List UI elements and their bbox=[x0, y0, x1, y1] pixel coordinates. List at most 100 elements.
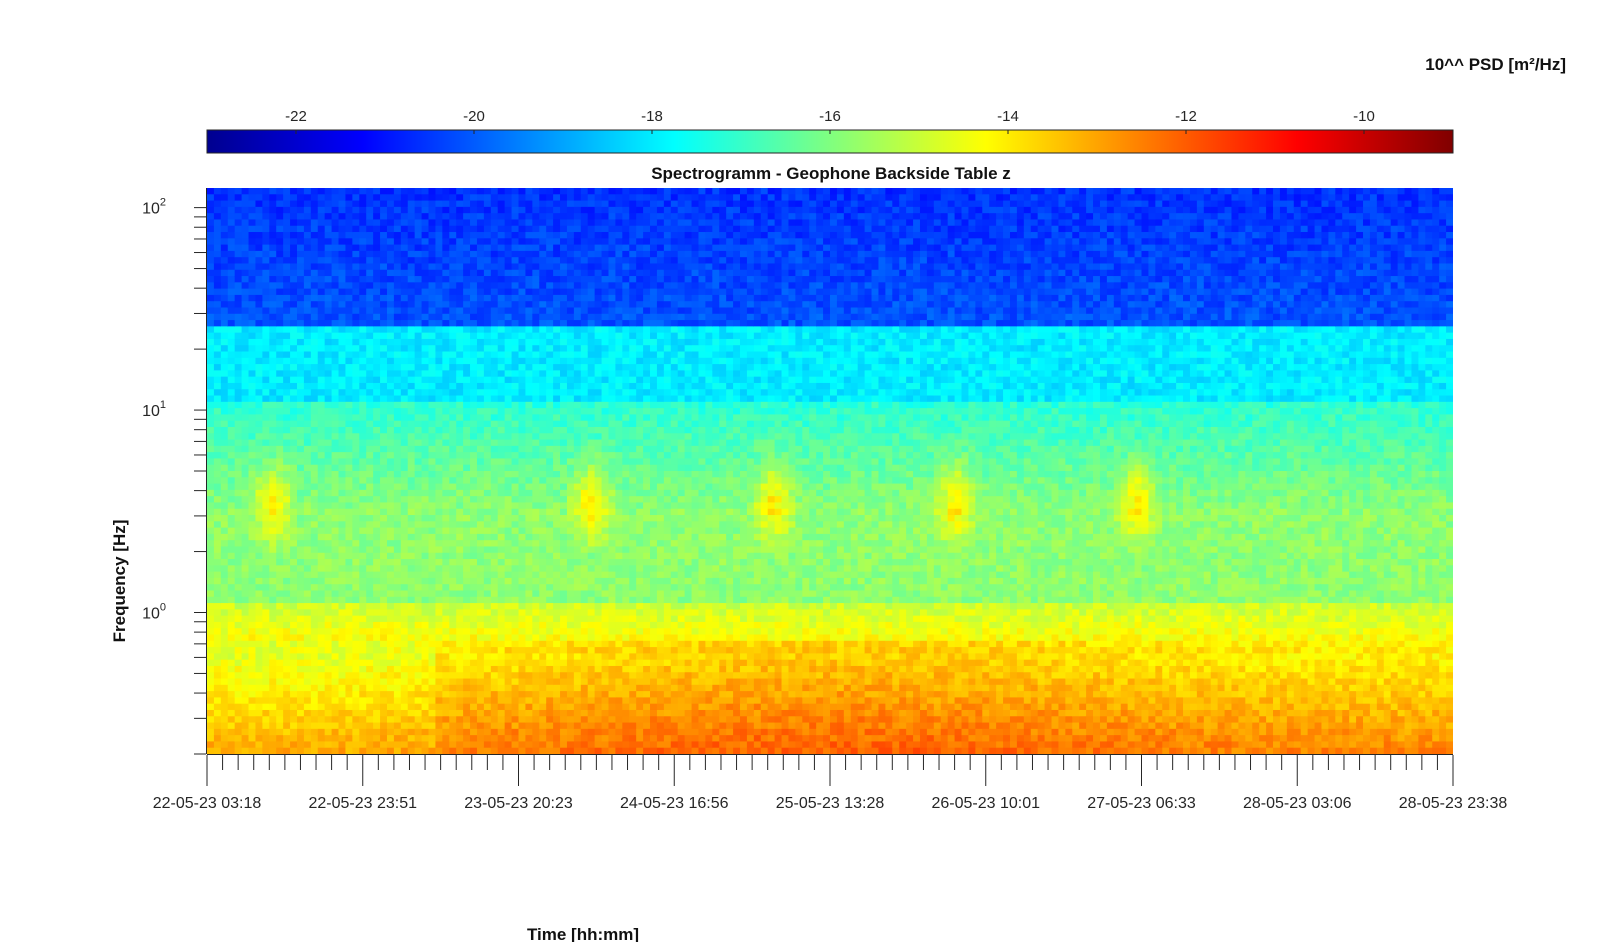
heatmap-cell bbox=[227, 546, 236, 554]
heatmap-cell bbox=[407, 672, 416, 680]
heatmap-cell bbox=[380, 395, 388, 403]
heatmap-cell bbox=[255, 357, 263, 365]
heatmap-cell bbox=[283, 376, 291, 384]
heatmap-cell bbox=[553, 483, 561, 491]
heatmap-cell bbox=[532, 747, 540, 754]
heatmap-cell bbox=[511, 735, 520, 743]
heatmap-cell bbox=[276, 502, 284, 510]
heatmap-cell bbox=[518, 552, 527, 560]
heatmap-cell bbox=[220, 584, 229, 592]
heatmap-cell bbox=[532, 577, 540, 585]
heatmap-cell bbox=[539, 414, 547, 422]
heatmap-cell bbox=[525, 464, 533, 472]
heatmap-cell bbox=[414, 408, 423, 415]
heatmap-cell bbox=[213, 313, 222, 321]
heatmap-cell bbox=[435, 697, 443, 705]
heatmap-cell bbox=[560, 307, 568, 315]
heatmap-cell bbox=[345, 282, 353, 290]
heatmap-cell bbox=[435, 515, 443, 522]
heatmap-cell bbox=[296, 232, 305, 239]
heatmap-cell bbox=[262, 565, 270, 573]
heatmap-cell bbox=[234, 395, 243, 403]
heatmap-cell bbox=[366, 401, 374, 409]
heatmap-cell bbox=[497, 527, 506, 535]
heatmap-cell bbox=[400, 735, 409, 743]
heatmap-cell bbox=[213, 728, 222, 736]
heatmap-cell bbox=[331, 621, 340, 629]
heatmap-cell bbox=[331, 326, 340, 334]
heatmap-cell bbox=[580, 452, 589, 460]
heatmap-cell bbox=[421, 728, 430, 736]
heatmap-cell bbox=[241, 382, 250, 390]
heatmap-cell bbox=[207, 515, 215, 522]
heatmap-cell bbox=[283, 596, 291, 604]
heatmap-cell bbox=[546, 546, 554, 554]
heatmap-cell bbox=[213, 628, 222, 636]
heatmap-cell bbox=[359, 326, 367, 334]
heatmap-cell bbox=[546, 408, 554, 415]
heatmap-cell bbox=[442, 628, 450, 636]
heatmap-cell bbox=[366, 527, 374, 535]
heatmap-cell bbox=[255, 603, 263, 610]
heatmap-cell bbox=[483, 414, 492, 422]
heatmap-cell bbox=[497, 452, 506, 460]
heatmap-cell bbox=[525, 527, 533, 535]
heatmap-cell bbox=[373, 338, 381, 346]
heatmap-cell bbox=[359, 357, 367, 365]
heatmap-cell bbox=[386, 188, 395, 195]
heatmap-cell bbox=[207, 219, 215, 227]
heatmap-cell bbox=[525, 483, 533, 491]
heatmap-cell bbox=[393, 426, 402, 434]
heatmap-cell bbox=[435, 244, 443, 252]
heatmap-cell bbox=[470, 326, 478, 334]
heatmap-cell bbox=[269, 338, 277, 346]
heatmap-cell bbox=[317, 401, 326, 409]
heatmap-cell bbox=[359, 496, 367, 504]
heatmap-cell bbox=[421, 691, 430, 698]
heatmap-cell bbox=[303, 609, 312, 617]
heatmap-cell bbox=[248, 464, 257, 472]
heatmap-cell bbox=[518, 351, 527, 359]
heatmap-cell bbox=[213, 634, 222, 642]
heatmap-cell bbox=[366, 489, 374, 497]
heatmap-cell bbox=[359, 351, 367, 359]
heatmap-cell bbox=[373, 603, 381, 610]
heatmap-cell bbox=[518, 483, 527, 491]
heatmap-cell bbox=[317, 552, 326, 560]
heatmap-cell bbox=[262, 741, 270, 749]
heatmap-cell bbox=[331, 722, 340, 730]
heatmap-cell bbox=[560, 709, 568, 717]
heatmap-cell bbox=[476, 565, 485, 573]
heatmap-cell bbox=[504, 370, 513, 378]
heatmap-cell bbox=[338, 326, 347, 334]
heatmap-cell bbox=[449, 653, 457, 661]
heatmap-cell bbox=[539, 703, 547, 711]
heatmap-cell bbox=[566, 389, 575, 397]
heatmap-cell bbox=[463, 496, 471, 504]
heatmap-cell bbox=[518, 219, 527, 227]
heatmap-cell bbox=[262, 678, 270, 686]
heatmap-cell bbox=[373, 389, 381, 397]
heatmap-cell bbox=[518, 445, 527, 453]
heatmap-cell bbox=[366, 458, 374, 466]
heatmap-cell bbox=[366, 301, 374, 309]
heatmap-cell bbox=[456, 577, 464, 585]
heatmap-cell bbox=[255, 596, 263, 604]
heatmap-cell bbox=[539, 665, 547, 673]
heatmap-cell bbox=[518, 741, 527, 749]
heatmap-cell bbox=[324, 590, 333, 598]
heatmap-cell bbox=[511, 188, 520, 195]
heatmap-cell bbox=[393, 250, 402, 258]
heatmap-cell bbox=[262, 439, 270, 447]
heatmap-cell bbox=[241, 288, 250, 296]
heatmap-cell bbox=[227, 647, 236, 654]
heatmap-cell bbox=[428, 364, 437, 371]
heatmap-cell bbox=[207, 647, 215, 654]
heatmap-cell bbox=[504, 433, 513, 441]
heatmap-cell bbox=[213, 370, 222, 378]
heatmap-cell bbox=[580, 471, 589, 478]
heatmap-cell bbox=[414, 232, 423, 239]
heatmap-cell bbox=[296, 691, 305, 698]
heatmap-cell bbox=[359, 716, 367, 724]
heatmap-cell bbox=[435, 728, 443, 736]
